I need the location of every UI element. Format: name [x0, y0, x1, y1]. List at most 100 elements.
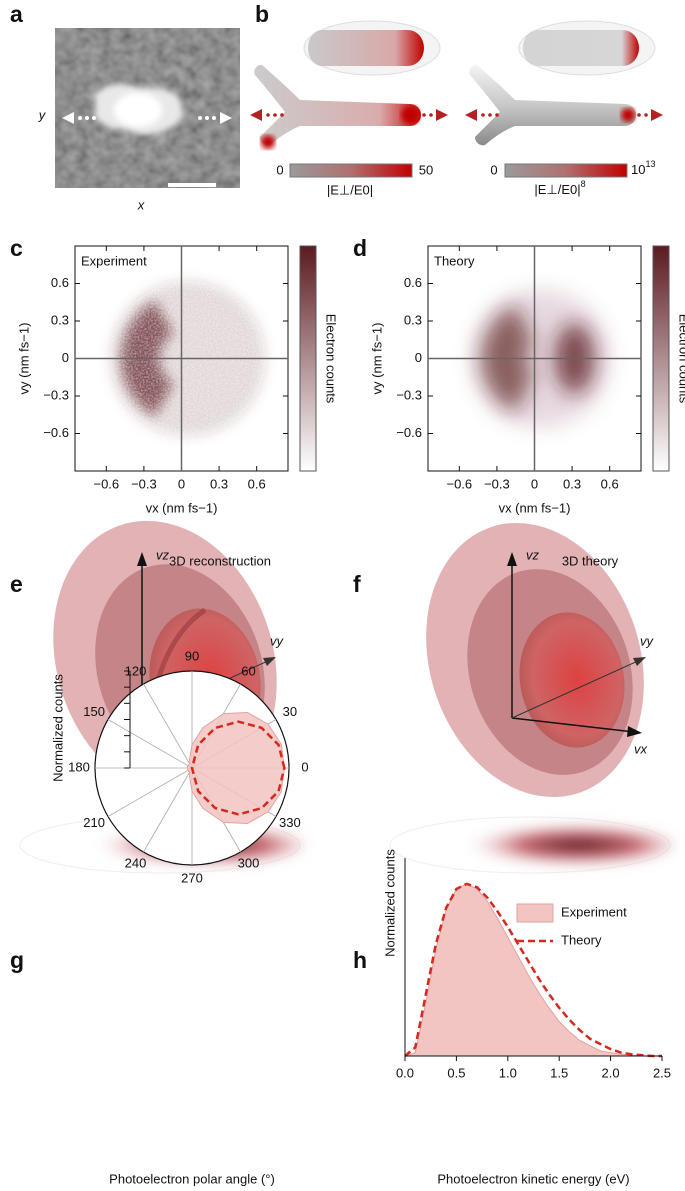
- y-tick-label: 0.3: [404, 312, 422, 327]
- colorbar-label: |E⊥/E0|: [534, 182, 580, 197]
- axis-label: vz: [156, 547, 170, 562]
- theta-tick-label: 180: [68, 759, 90, 774]
- colorbar-tick-label: 1013: [631, 159, 655, 177]
- panel-letter: f: [353, 571, 361, 597]
- y-tick-label: 0: [415, 350, 422, 365]
- spoke: [107, 719, 193, 769]
- theta-tick-label: 150: [83, 704, 105, 719]
- panel-letter: c: [10, 235, 23, 261]
- axis-label: vy: [640, 633, 655, 648]
- arrow-head: [137, 552, 147, 566]
- colorbar-tick-sup: 13: [645, 159, 655, 169]
- colorbar-label: |E⊥/E0|: [327, 182, 373, 197]
- nanostar-render: [250, 20, 448, 149]
- area: [186, 711, 285, 825]
- panel-letter: b: [255, 1, 269, 27]
- spoke: [107, 767, 193, 817]
- x-tick-label: 2.5: [653, 1065, 671, 1080]
- axis-arrow: [511, 659, 641, 719]
- y-tick-label: 0.3: [51, 312, 69, 327]
- annotation: Experiment: [81, 253, 147, 268]
- x-tick-label: 2.0: [602, 1065, 620, 1080]
- theta-tick-label: 30: [283, 704, 297, 719]
- arrow-head: [507, 552, 517, 566]
- y-tick-label: 0.6: [51, 275, 69, 290]
- x-axis-label: Photoelectron polar angle (°): [109, 1171, 275, 1186]
- y-axis-label: Normalized counts: [50, 674, 65, 782]
- 3d-render: [389, 522, 675, 874]
- x-tick-label: 0.5: [447, 1065, 465, 1080]
- x-tick-label: 0: [178, 476, 185, 491]
- axis-label: x: [137, 197, 145, 212]
- x-tick-label: 0.6: [601, 476, 619, 491]
- colorbar: [652, 245, 670, 472]
- colorbar-label: Electron counts: [677, 314, 685, 404]
- theta-tick-label: 240: [125, 856, 147, 871]
- x-tick-label: 0.6: [248, 476, 266, 491]
- colorbar-tick-label: 50: [419, 162, 433, 177]
- panel-letter: d: [353, 235, 367, 261]
- y-tick-label: −0.6: [396, 425, 422, 440]
- theta-tick-label: 60: [241, 663, 255, 678]
- y-tick-label: 0.6: [404, 275, 422, 290]
- x-tick-label: −0.6: [446, 476, 472, 491]
- theta-tick-label: 300: [238, 856, 260, 871]
- panel-letter: h: [353, 947, 367, 973]
- annotation: Theory: [434, 253, 475, 268]
- colorbar: [289, 163, 413, 178]
- legend-swatch: [516, 903, 554, 923]
- panel-a-image: [55, 28, 240, 188]
- x-tick-label: 0.3: [563, 476, 581, 491]
- panel-title: 3D theory: [562, 553, 619, 568]
- colorbar: [299, 245, 317, 472]
- colorbar-label-sup: 8: [581, 179, 586, 189]
- panel-title: 3D reconstruction: [169, 553, 271, 568]
- x-tick-label: 0.3: [210, 476, 228, 491]
- arrow-head: [263, 657, 276, 666]
- colorbar-label: Electron counts: [324, 314, 339, 404]
- x-tick-label: 0.0: [396, 1065, 414, 1080]
- theta-tick-label: 210: [83, 815, 105, 830]
- theta-tick-label: 270: [181, 870, 203, 885]
- arrow-head: [627, 726, 642, 737]
- line: [190, 720, 286, 816]
- axis-label: vz: [526, 547, 540, 562]
- theta-tick-label: 90: [185, 648, 199, 663]
- x-tick-label: 1.5: [550, 1065, 568, 1080]
- colorbar: [504, 163, 628, 178]
- legend-label: Theory: [561, 932, 602, 947]
- x-axis-label: vx (nm fs−1): [499, 500, 571, 515]
- spoke: [143, 683, 193, 769]
- axis-label: y: [38, 107, 47, 122]
- colorbar-tick-label: 0: [490, 162, 497, 177]
- y-axis-label: vy (nm fs−1): [369, 323, 384, 395]
- axis-arrow: [511, 717, 635, 733]
- arrow-head: [633, 657, 646, 666]
- line: [404, 882, 662, 1058]
- panel-letter: e: [10, 571, 23, 597]
- x-tick-label: 1.0: [499, 1065, 517, 1080]
- scale-bar: [168, 183, 216, 187]
- colorbar-tick-label: 0: [276, 162, 283, 177]
- x-axis-label: vx (nm fs−1): [146, 500, 218, 515]
- y-tick-label: −0.6: [43, 425, 69, 440]
- colorbar-label: |E⊥/E0|8: [534, 179, 585, 197]
- x-tick-label: 0: [531, 476, 538, 491]
- theta-tick-label: 0: [301, 759, 308, 774]
- legend-label: Experiment: [561, 904, 627, 919]
- x-tick-label: −0.3: [484, 476, 510, 491]
- spoke: [143, 767, 193, 853]
- axis-label: vx: [634, 741, 648, 756]
- x-tick-label: −0.6: [93, 476, 119, 491]
- x-tick-label: −0.3: [131, 476, 157, 491]
- arrows: [62, 112, 232, 124]
- y-tick-label: −0.3: [396, 387, 422, 402]
- colorbar-tick-label: 10: [631, 162, 645, 177]
- nanostar-render: [465, 20, 663, 146]
- axis-label: vy: [270, 633, 285, 648]
- x-axis-label: Photoelectron kinetic energy (eV): [437, 1171, 629, 1186]
- panel-letter: g: [10, 947, 24, 973]
- panel-letter: a: [10, 1, 23, 27]
